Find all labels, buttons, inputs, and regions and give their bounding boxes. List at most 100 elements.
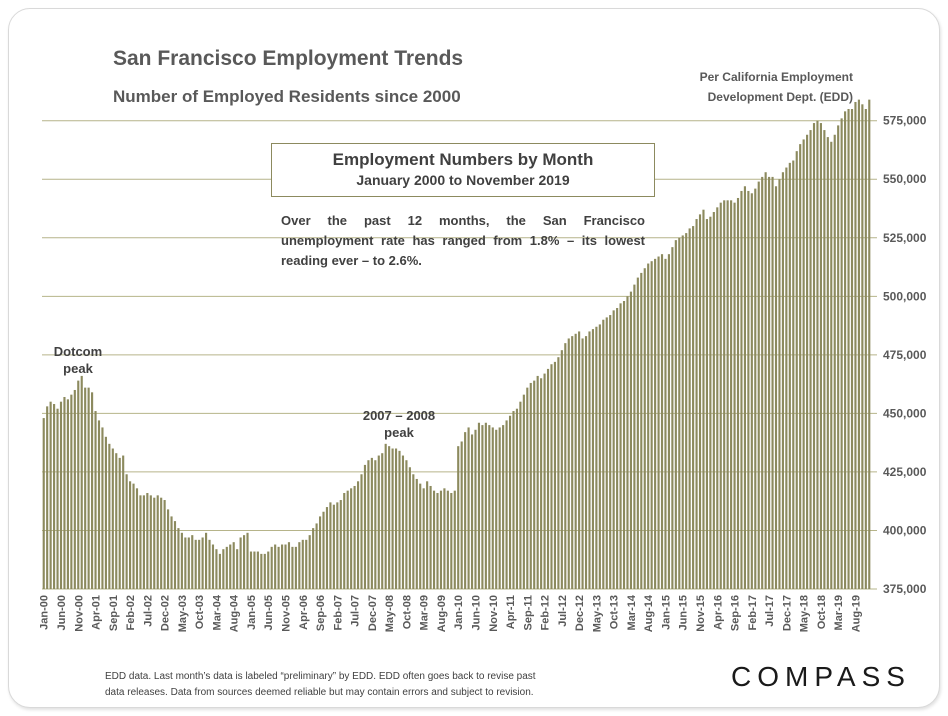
bar bbox=[267, 551, 270, 589]
y-tick-label: 525,000 bbox=[883, 231, 927, 245]
bar bbox=[225, 546, 228, 589]
bar bbox=[270, 546, 273, 589]
bar bbox=[754, 188, 757, 590]
bar bbox=[149, 495, 152, 589]
x-tick-label: Oct-03 bbox=[194, 595, 206, 629]
annotation-dotcom-line2: peak bbox=[63, 361, 93, 376]
bar bbox=[215, 549, 218, 589]
bar bbox=[339, 500, 342, 589]
bar bbox=[578, 331, 581, 589]
x-tick-label: Jan-00 bbox=[39, 595, 51, 630]
bar bbox=[792, 160, 795, 589]
bar bbox=[488, 425, 491, 589]
bar bbox=[367, 460, 370, 589]
bar bbox=[377, 455, 380, 589]
x-tick-label: Aug-04 bbox=[229, 594, 241, 632]
bar bbox=[567, 338, 570, 589]
bar bbox=[301, 539, 304, 589]
bar bbox=[681, 235, 684, 589]
bar bbox=[125, 474, 128, 589]
bar bbox=[688, 228, 691, 590]
bar bbox=[308, 535, 311, 589]
x-tick-label: Sep-01 bbox=[108, 595, 120, 631]
bar bbox=[346, 490, 349, 589]
bar bbox=[101, 427, 104, 589]
bar bbox=[412, 474, 415, 589]
bar bbox=[595, 326, 598, 589]
bar bbox=[515, 408, 519, 589]
chart-title-box: Employment Numbers by Month January 2000… bbox=[271, 143, 655, 197]
bar bbox=[747, 190, 750, 589]
y-tick-label: 500,000 bbox=[883, 289, 927, 303]
x-tick-label: Jun-15 bbox=[678, 595, 690, 630]
annotation-dotcom-peak: Dotcom peak bbox=[37, 343, 119, 377]
x-tick-label: Nov-15 bbox=[695, 595, 707, 632]
bar bbox=[470, 434, 474, 589]
bar bbox=[474, 429, 477, 589]
bar bbox=[633, 284, 636, 589]
x-tick-label: Sep-11 bbox=[522, 595, 534, 630]
x-tick-label: Sep-06 bbox=[315, 595, 327, 631]
bar bbox=[823, 130, 826, 589]
bar bbox=[685, 233, 688, 589]
bar bbox=[274, 544, 277, 589]
bar bbox=[426, 481, 429, 589]
bar bbox=[771, 176, 774, 589]
bar bbox=[156, 495, 159, 589]
bar bbox=[332, 504, 335, 589]
x-tick-label: Aug-14 bbox=[643, 594, 655, 632]
bar bbox=[277, 546, 280, 589]
bar bbox=[536, 375, 539, 589]
x-tick-label: Dec-07 bbox=[367, 595, 379, 631]
bar bbox=[809, 130, 812, 589]
bar bbox=[616, 308, 619, 589]
x-tick-label: May-03 bbox=[177, 595, 189, 632]
bar bbox=[191, 535, 194, 589]
source-note: Per California Employment Development De… bbox=[613, 67, 853, 107]
bar bbox=[135, 488, 139, 589]
chart-title: Employment Numbers by Month bbox=[332, 150, 594, 169]
bar bbox=[481, 425, 484, 589]
bar bbox=[298, 542, 301, 589]
bar bbox=[847, 109, 850, 589]
bar bbox=[453, 490, 456, 589]
bar bbox=[63, 397, 66, 589]
bar bbox=[508, 415, 512, 589]
bar bbox=[560, 350, 563, 589]
bar bbox=[180, 532, 183, 589]
x-tick-label: Oct-13 bbox=[609, 595, 621, 629]
x-tick-label: Sep-16 bbox=[730, 595, 742, 631]
y-tick-label: 475,000 bbox=[883, 348, 927, 362]
bar bbox=[757, 181, 760, 589]
bar bbox=[363, 464, 367, 589]
bar bbox=[315, 523, 318, 589]
x-tick-label: Apr-01 bbox=[91, 595, 103, 630]
bar bbox=[163, 500, 166, 589]
bar bbox=[733, 202, 736, 589]
bar bbox=[294, 546, 297, 589]
bar bbox=[432, 490, 436, 589]
annotation-2008-peak: 2007 – 2008 peak bbox=[349, 407, 449, 441]
x-tick-label: Oct-18 bbox=[816, 595, 828, 629]
bar bbox=[671, 247, 674, 589]
x-tick-label: Jul-17 bbox=[764, 595, 776, 627]
bar bbox=[84, 387, 87, 589]
bar bbox=[73, 389, 76, 589]
bar bbox=[795, 151, 798, 589]
x-tick-label: Mar-09 bbox=[419, 595, 431, 630]
annotation-dotcom-line1: Dotcom bbox=[53, 344, 103, 359]
bar bbox=[53, 404, 56, 589]
bar bbox=[322, 511, 325, 589]
bar bbox=[242, 535, 246, 589]
bar bbox=[236, 549, 239, 589]
bar bbox=[522, 394, 525, 589]
unemployment-note: Over the past 12 months, the San Francis… bbox=[281, 213, 645, 268]
bar bbox=[750, 193, 753, 590]
x-tick-label: Apr-16 bbox=[712, 595, 724, 630]
bar bbox=[394, 448, 398, 589]
y-tick-label: 425,000 bbox=[883, 465, 927, 479]
bar bbox=[571, 336, 574, 589]
bar bbox=[256, 551, 259, 589]
bar bbox=[263, 553, 266, 589]
bar bbox=[249, 551, 253, 589]
